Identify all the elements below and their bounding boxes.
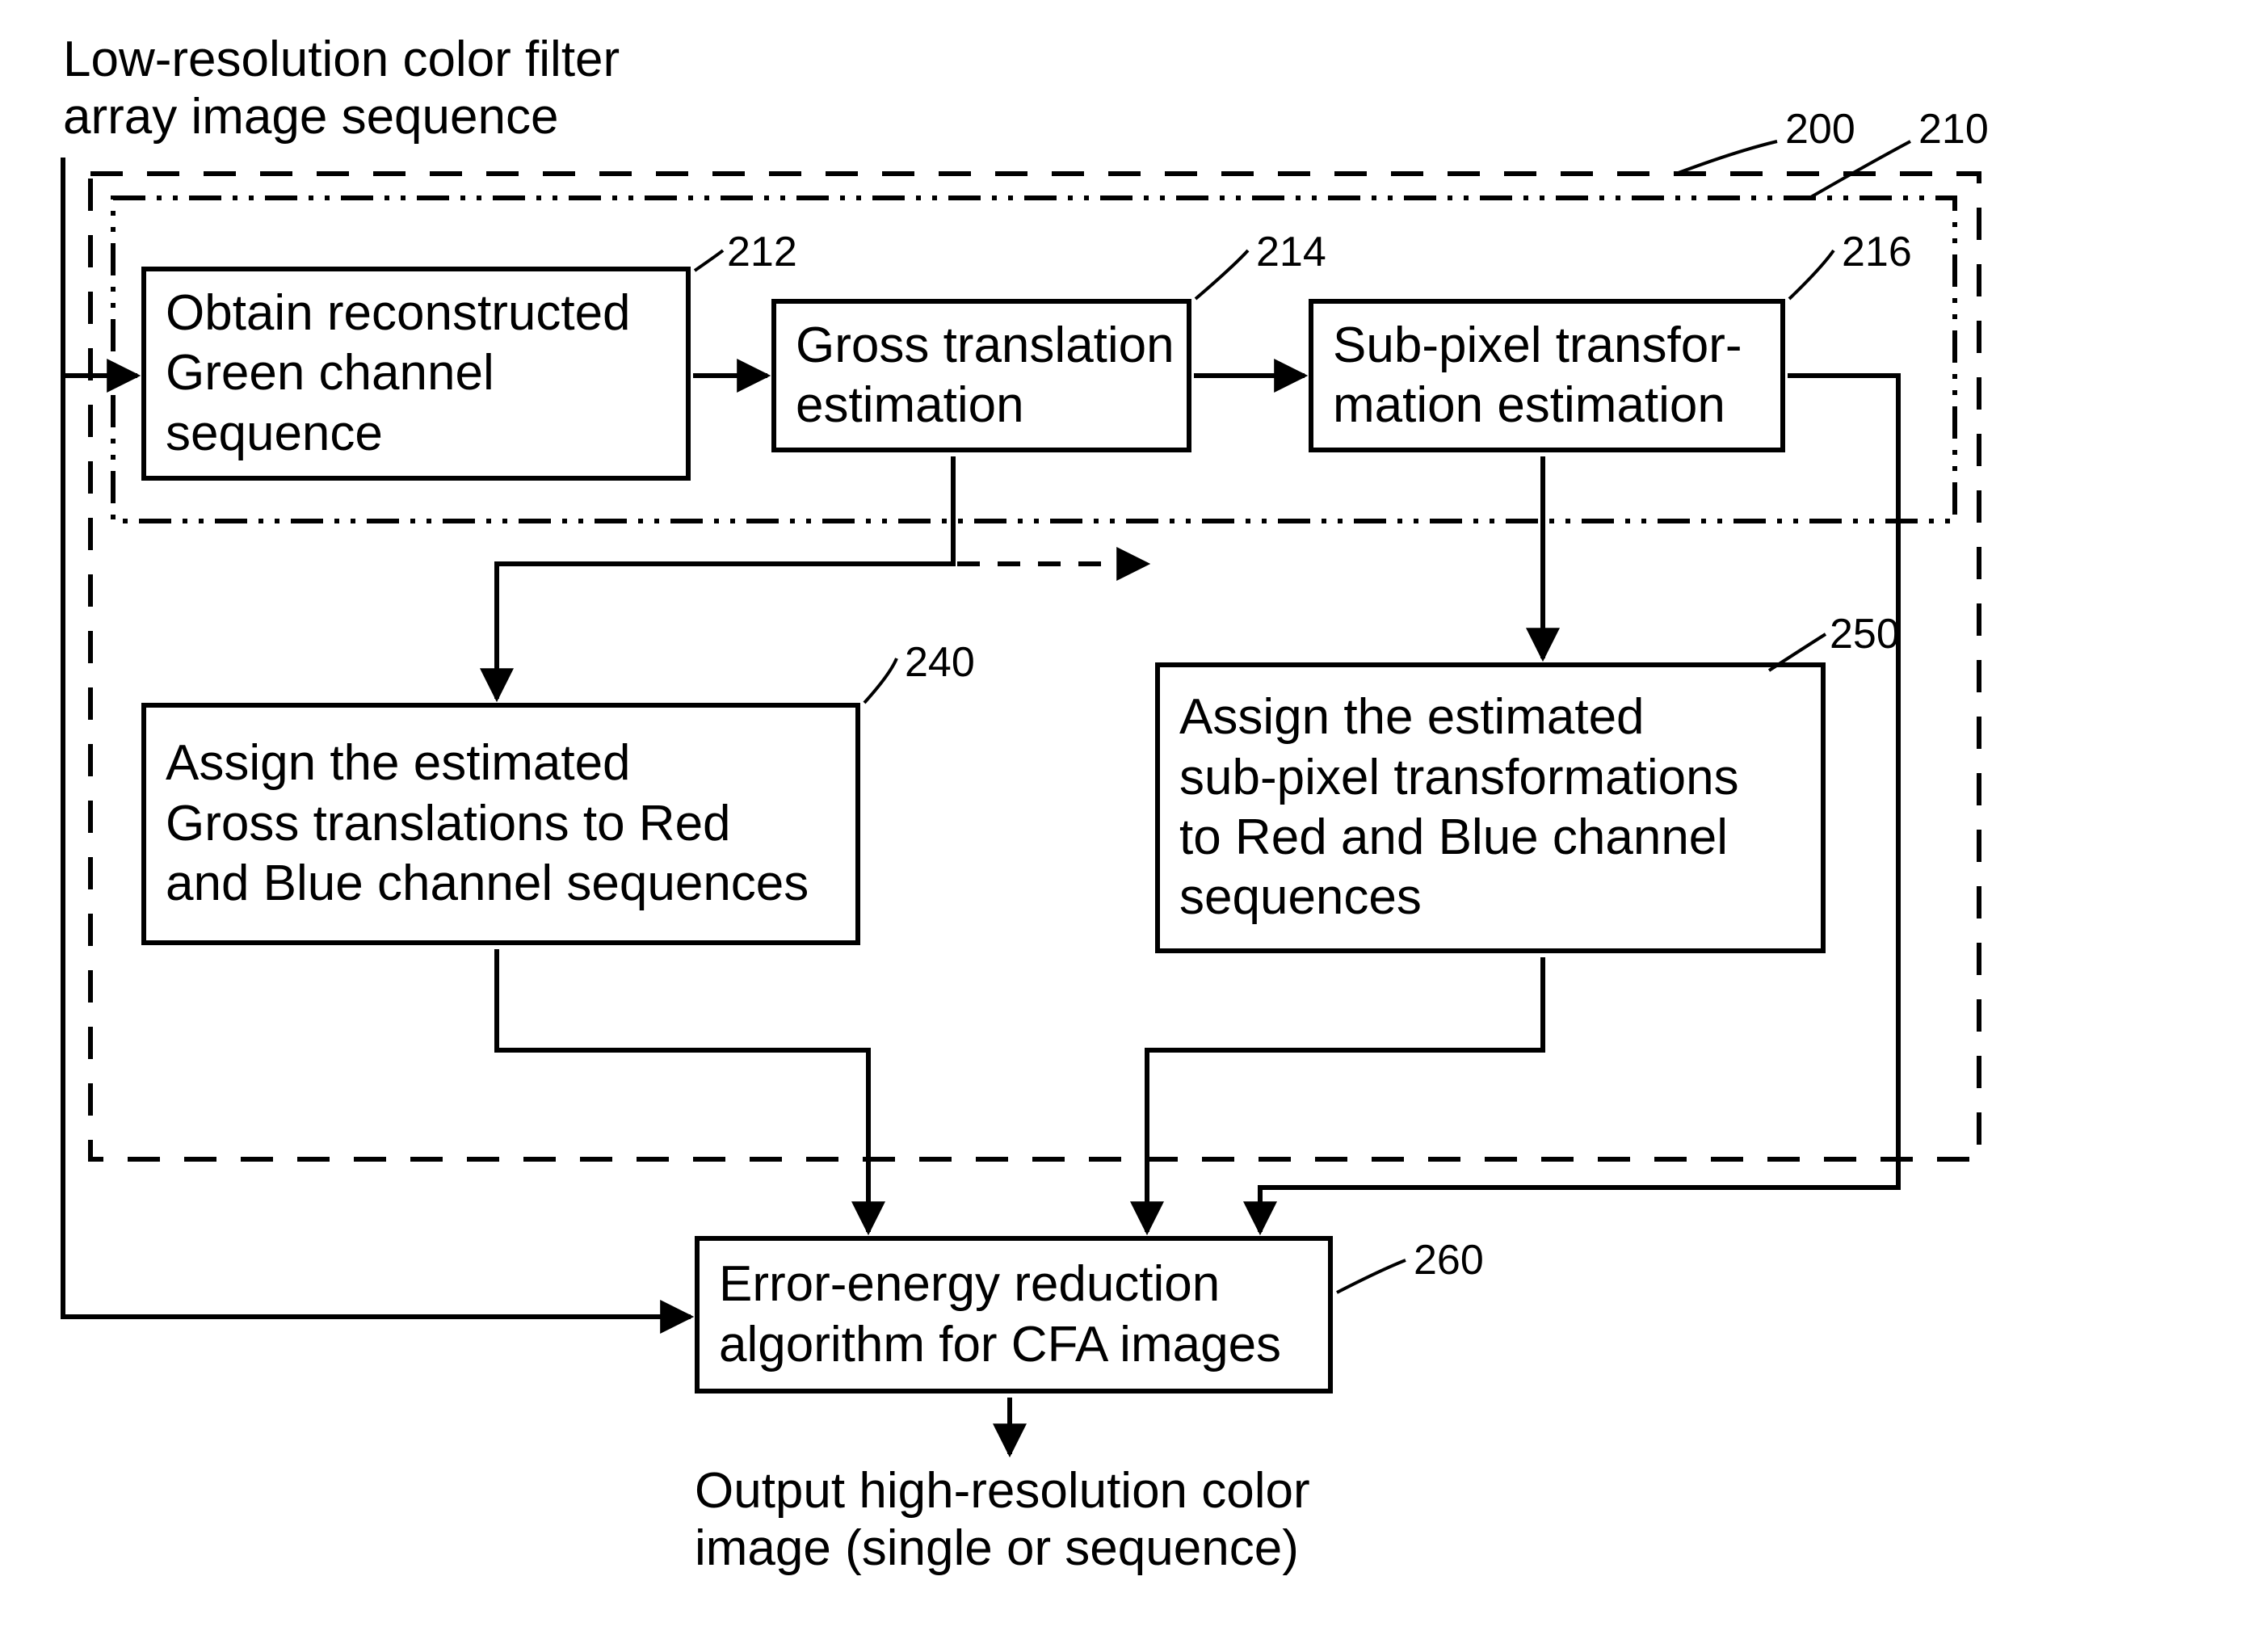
node-216: Sub-pixel transfor- mation estimation [1309, 299, 1785, 452]
ref-250: 250 [1830, 610, 1900, 658]
ref-216: 216 [1842, 228, 1912, 276]
ref-200: 200 [1785, 105, 1855, 153]
input-label: Low-resolution color filter array image … [63, 31, 620, 146]
ref-260: 260 [1414, 1236, 1484, 1284]
node-240: Assign the estimated Gross translations … [141, 703, 860, 945]
node-250: Assign the estimated sub-pixel transform… [1155, 662, 1826, 953]
node-260: Error-energy reduction algorithm for CFA… [695, 1236, 1333, 1393]
output-label: Output high-resolution color image (sing… [695, 1462, 1310, 1578]
ref-240: 240 [905, 638, 975, 687]
ref-214: 214 [1256, 228, 1326, 276]
node-214: Gross translation estimation [771, 299, 1191, 452]
node-212: Obtain reconstructed Green channel seque… [141, 267, 691, 481]
diagram-canvas: Low-resolution color filter array image … [0, 0, 2244, 1652]
ref-212: 212 [727, 228, 797, 276]
ref-210: 210 [1918, 105, 1989, 153]
